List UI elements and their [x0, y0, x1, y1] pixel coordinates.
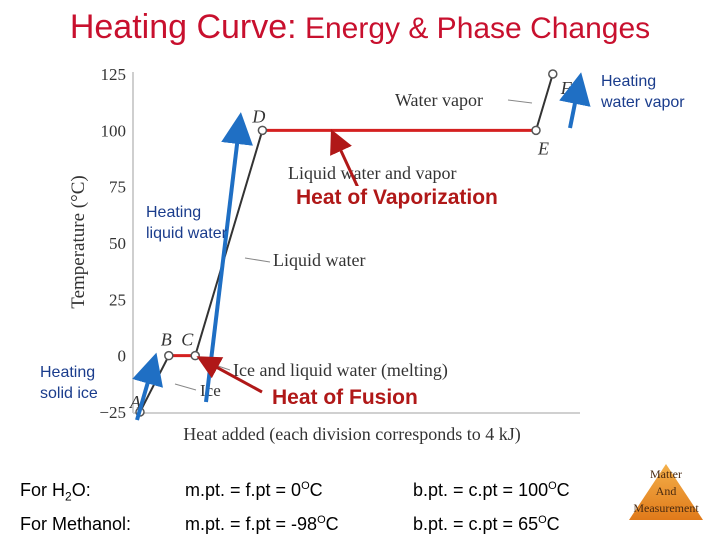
point-label: B: [161, 330, 172, 350]
y-tick-label: 75: [109, 178, 126, 197]
y-tick-label: 25: [109, 290, 126, 309]
segment-label-vapor: Water vapor: [395, 90, 483, 110]
footer-methanol-mp: m.pt. = f.pt = -98OC: [185, 514, 339, 534]
leader-vapor: [507, 99, 533, 104]
footer-h2o-bp: b.pt. = c.pt = 100OC: [413, 480, 570, 500]
y-axis-label: Temperature (°C): [68, 175, 89, 308]
callout-heating-liquid: Heating liquid water: [146, 204, 227, 242]
point-label: F: [560, 78, 573, 98]
point-label: E: [537, 138, 549, 158]
callout-vaporization: Heat of Vaporization: [296, 186, 498, 210]
callout-fusion: Heat of Fusion: [272, 386, 418, 410]
arrow-vaporization: [330, 129, 362, 193]
badge-text: Matter And Measurement: [633, 467, 699, 515]
callout-heating-ice: Heating solid ice: [40, 364, 98, 402]
arrow-heating-vapor: [559, 72, 591, 129]
segment-label-ice: Ice: [200, 381, 221, 400]
page-title: Heating Curve: Energy & Phase Changes: [0, 8, 720, 47]
data-point: [548, 69, 558, 79]
y-tick-label: −25: [99, 403, 126, 422]
title-sub: Energy & Phase Changes: [296, 12, 651, 45]
callout-heating-vapor: Heating water vapor: [601, 73, 685, 111]
segment-label-melting: Ice and liquid water (melting): [233, 360, 448, 381]
point-label: D: [251, 106, 265, 126]
arrow-heating-ice: [132, 352, 163, 421]
x-axis-label: Heat added (each division corresponds to…: [183, 424, 520, 445]
matter-and-measurement-logo: [629, 464, 703, 520]
point-label: C: [181, 330, 194, 350]
y-tick-label: 50: [109, 234, 126, 253]
y-tick-label: 0: [118, 347, 127, 366]
curve-segment: [535, 73, 554, 131]
footer-h2o-mp: m.pt. = f.pt = 0OC: [185, 480, 323, 500]
curve-segment: [194, 130, 264, 356]
data-point: [257, 125, 268, 136]
triangle-icon: [629, 464, 703, 520]
leader-ice: [174, 383, 197, 391]
data-point: [190, 350, 200, 361]
footer-h2o-label: For H2O:: [20, 480, 91, 504]
data-point: [531, 125, 541, 136]
arrow-fusion: [196, 356, 263, 394]
footer-methanol-bp: b.pt. = c.pt = 65OC: [413, 514, 560, 534]
segment-label-liquid: Liquid water: [273, 250, 365, 270]
y-tick-label: 125: [101, 65, 127, 84]
footer-methanol-label: For Methanol:: [20, 514, 132, 534]
title-main: Heating Curve:: [69, 8, 297, 46]
y-tick-label: 100: [101, 121, 127, 140]
segment-label-liquid-vapor: Liquid water and vapor: [288, 163, 456, 183]
data-point: [164, 350, 174, 361]
leader-liquid: [244, 257, 271, 263]
